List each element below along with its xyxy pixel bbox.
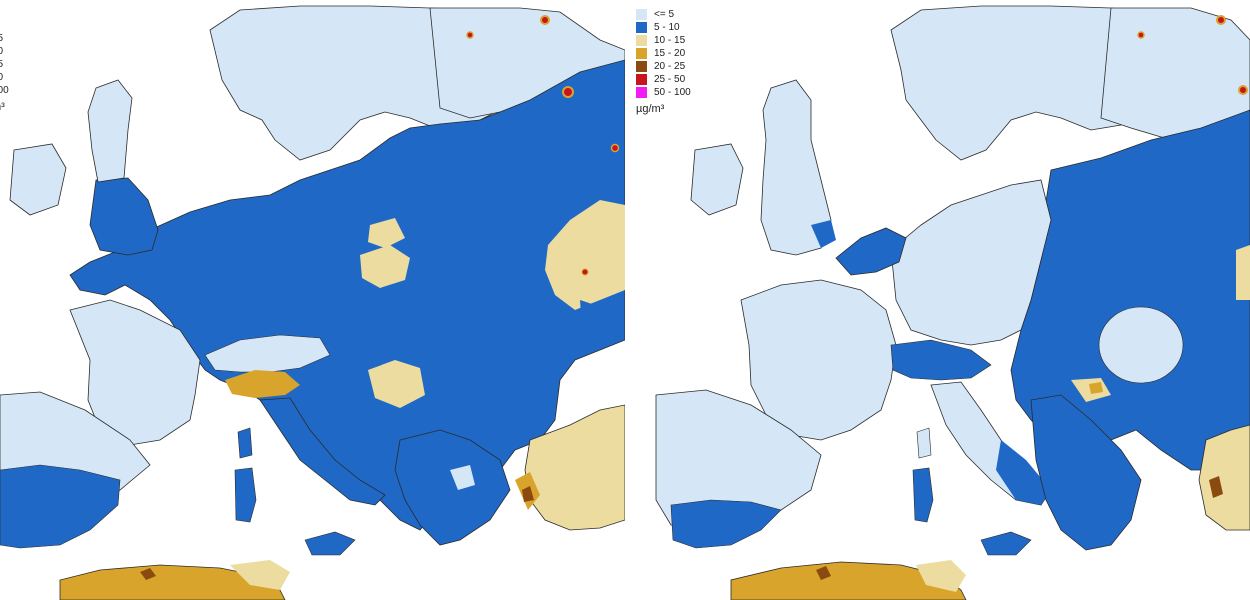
- north-africa-light: [916, 560, 966, 592]
- legend-swatch: [636, 22, 647, 33]
- north-africa-region: [730, 561, 967, 600]
- helsinki-hotspot: [1137, 31, 1145, 39]
- benelux-region: [835, 227, 907, 276]
- stpetersburg-hotspot: [540, 15, 550, 25]
- legend-swatch: [636, 61, 647, 72]
- uk-southeast-region: [811, 220, 836, 248]
- italy-region: [259, 397, 386, 506]
- legend-swatch: [636, 9, 647, 20]
- france-region: [69, 299, 201, 446]
- legend-row: 5: [0, 6, 9, 19]
- legend-row: 15 - 20: [636, 47, 691, 60]
- balkan-hotspot: [1089, 382, 1103, 394]
- legend-row: 50 - 100: [636, 86, 691, 99]
- legend-row: <= 5: [636, 8, 691, 21]
- europe-map-left: [0, 5, 625, 600]
- legend-label: 100: [0, 85, 9, 96]
- ukraine-yellow-patch: [1236, 245, 1250, 300]
- legend-label: 50: [0, 72, 4, 83]
- legend-row: 20: [0, 45, 9, 58]
- legend: <= 5 5 - 10 10 - 15 15 - 20 20 - 25 25 -…: [636, 8, 691, 116]
- czech-yellow-patch: [368, 218, 405, 248]
- panel-divider: [625, 0, 631, 600]
- legend-row: 10 - 15: [636, 34, 691, 47]
- legend-row: 100: [0, 84, 9, 97]
- po-valley-region: [225, 370, 300, 398]
- sicily-region: [304, 531, 356, 556]
- legend-row: 25 - 50: [636, 73, 691, 86]
- legend-label: 15: [0, 33, 4, 44]
- legend-label: <= 5: [654, 9, 675, 20]
- legend-row: 5 - 10: [636, 21, 691, 34]
- legend-left-partial: 5 0 15 20 25 50 100 m³: [0, 6, 9, 114]
- romania-light-patch: [1098, 306, 1184, 384]
- iberia-south-region: [670, 499, 782, 549]
- uk-region: [760, 79, 832, 256]
- legend-swatch: [636, 74, 647, 85]
- legend-label: 15 - 20: [654, 48, 686, 59]
- moscow-region: [580, 300, 620, 338]
- legend-row: 20 - 25: [636, 60, 691, 73]
- hungary-yellow-patch: [368, 360, 425, 408]
- central-europe-region: [890, 179, 1052, 346]
- north-africa-light: [230, 560, 290, 590]
- sardinia-region: [912, 467, 934, 523]
- ukraine-hotspot: [581, 268, 589, 276]
- legend-row: 15: [0, 32, 9, 45]
- italy-south-region: [996, 440, 1051, 505]
- east-hotspot: [610, 143, 620, 153]
- anatolia-hotspot: [1209, 476, 1223, 498]
- map-panel-right: <= 5 5 - 10 10 - 15 15 - 20 20 - 25 25 -…: [631, 0, 1250, 600]
- legend-label: 25 - 50: [654, 74, 686, 85]
- legend-label: 20 - 25: [654, 61, 686, 72]
- stpetersburg-hotspot: [1216, 15, 1226, 25]
- balkans-region: [1030, 394, 1142, 551]
- anatolia-peak: [522, 486, 534, 502]
- ireland-region: [690, 143, 744, 216]
- corsica-region: [237, 427, 253, 459]
- alps-region: [204, 334, 331, 373]
- map-panel-left: 5 0 15 20 25 50 100 m³: [0, 5, 625, 600]
- legend-label: 10 - 15: [654, 35, 686, 46]
- ireland-region: [9, 143, 67, 216]
- legend-swatch: [636, 48, 647, 59]
- moscow-hotspot: [562, 86, 574, 98]
- legend-label: 50 - 100: [654, 87, 691, 98]
- legend-label: 5 - 10: [654, 22, 680, 33]
- france-region: [740, 279, 897, 441]
- corsica-region: [916, 427, 932, 459]
- moscow-hotspot: [1238, 85, 1248, 95]
- sardinia-region: [234, 467, 257, 523]
- alps-region: [890, 339, 992, 381]
- legend-label: 20: [0, 46, 4, 57]
- iberia-region: [655, 389, 822, 531]
- legend-row: 50: [0, 71, 9, 84]
- ukraine-yellow-patch: [545, 200, 625, 310]
- north-africa-peak: [816, 566, 831, 580]
- legend-row: 25: [0, 58, 9, 71]
- poland-yellow-patch: [360, 245, 410, 288]
- helsinki-hotspot: [466, 31, 474, 39]
- legend-unit: µg/m³: [636, 103, 665, 115]
- balkans-region: [394, 429, 511, 546]
- legend-swatch: [636, 87, 647, 98]
- iberia-south-region: [0, 464, 121, 549]
- scotland-region: [87, 79, 133, 183]
- legend-unit: m³: [0, 101, 5, 113]
- legend-swatch: [636, 35, 647, 46]
- uk-south-region: [89, 177, 159, 256]
- aegean-islands: [450, 465, 475, 490]
- sicily-region: [980, 531, 1032, 556]
- europe-map-right: [631, 0, 1250, 600]
- north-africa-peak: [140, 568, 156, 580]
- anatolia-region: [1198, 424, 1250, 531]
- legend-row: 0: [0, 19, 9, 32]
- north-africa-region: [59, 564, 286, 600]
- legend-label: 25: [0, 59, 4, 70]
